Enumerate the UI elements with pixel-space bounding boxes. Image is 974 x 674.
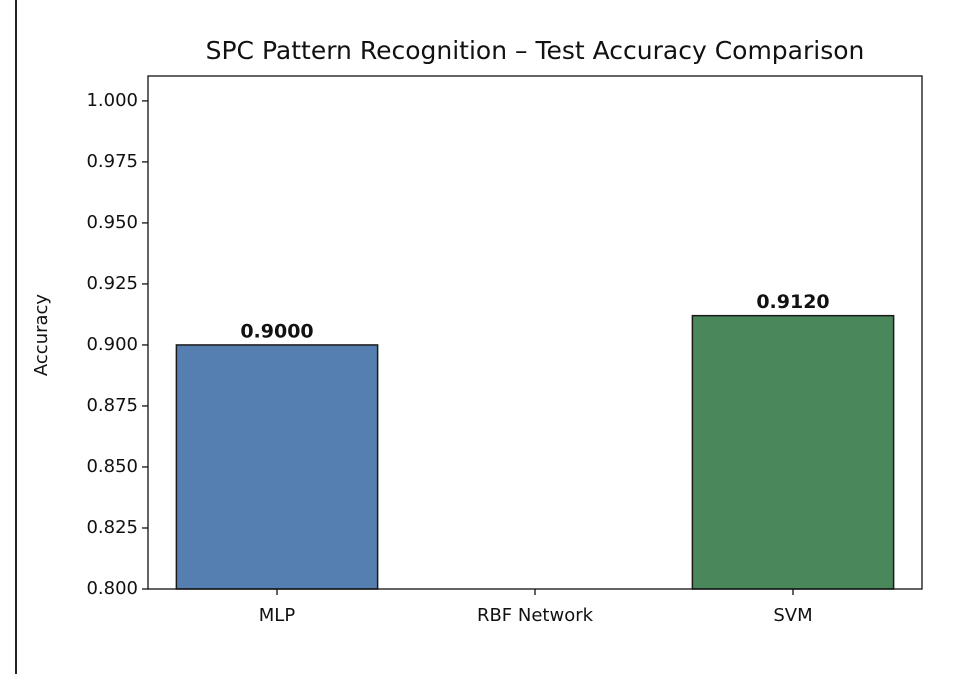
value-label: 0.9120: [756, 291, 829, 313]
x-tick-label: RBF Network: [477, 605, 594, 626]
chart-title: SPC Pattern Recognition – Test Accuracy …: [206, 36, 865, 65]
y-axis-label: Accuracy: [31, 294, 52, 377]
y-tick-label: 0.950: [86, 212, 138, 233]
y-tick-label: 0.850: [86, 456, 138, 477]
y-tick-label: 1.000: [86, 90, 138, 111]
y-tick-label: 0.875: [86, 395, 138, 416]
bar: [175, 344, 379, 590]
x-tick-label: MLP: [259, 605, 296, 626]
plot-frame: [147, 75, 923, 590]
y-tick-label: 0.925: [86, 273, 138, 294]
value-label: 0.9000: [240, 320, 313, 342]
bar: [691, 314, 895, 590]
y-tick-label: 0.800: [86, 578, 138, 599]
y-tick-label: 0.900: [86, 334, 138, 355]
y-tick-label: 0.825: [86, 517, 138, 538]
y-tick-label: 0.975: [86, 151, 138, 172]
x-tick-label: SVM: [773, 605, 812, 626]
